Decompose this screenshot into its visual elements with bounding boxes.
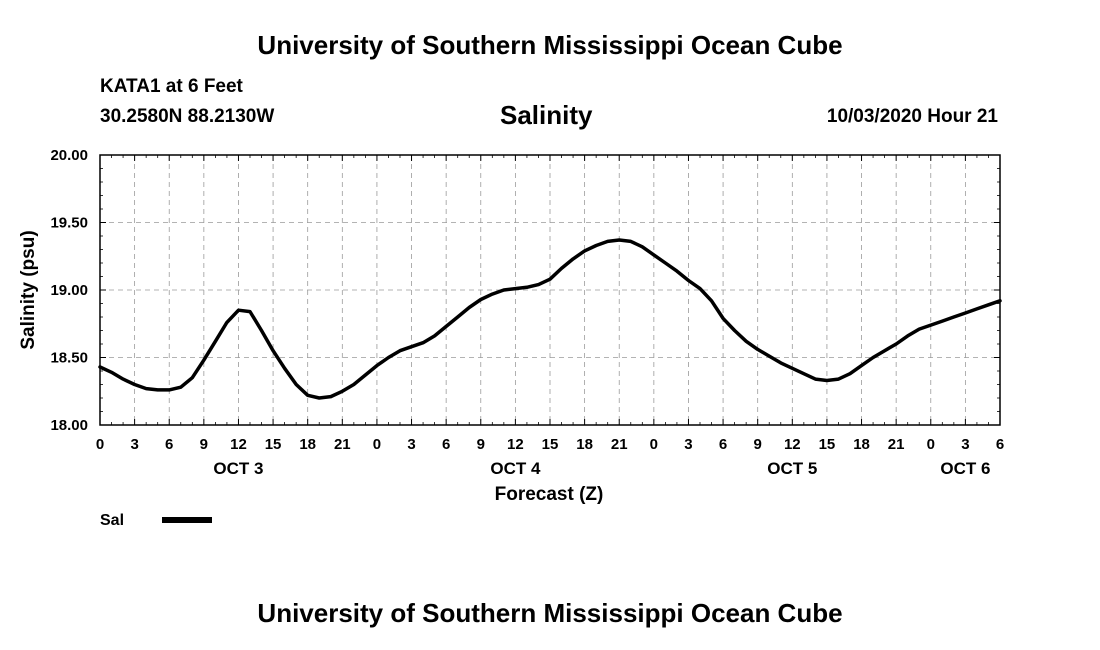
x-tick-label: 21	[611, 436, 628, 453]
x-tick-label: 3	[407, 436, 415, 453]
y-axis-label: Salinity (psu)	[18, 230, 39, 349]
x-tick-label: 0	[927, 436, 935, 453]
x-tick-label: 21	[334, 436, 351, 453]
x-tick-label: 0	[96, 436, 104, 453]
x-tick-label: 18	[576, 436, 593, 453]
datetime-label: 10/03/2020 Hour 21	[826, 106, 998, 127]
x-tick-label: 0	[650, 436, 658, 453]
date-label: OCT 6	[940, 459, 990, 478]
x-tick-label: 12	[784, 436, 801, 453]
coordinates-label: 30.2580N 88.2130W	[100, 106, 275, 127]
x-tick-label: 15	[819, 436, 836, 453]
y-tick-label: 18.50	[50, 350, 88, 367]
x-tick-label: 0	[373, 436, 381, 453]
page-title-bottom: University of Southern Mississippi Ocean…	[257, 598, 843, 628]
y-tick-label: 19.50	[50, 215, 88, 232]
y-tick-label: 20.00	[50, 147, 88, 164]
x-tick-label: 15	[265, 436, 282, 453]
station-label: KATA1 at 6 Feet	[100, 76, 243, 97]
y-tick-label: 19.00	[50, 282, 88, 299]
x-tick-label: 6	[996, 436, 1004, 453]
x-tick-label: 18	[299, 436, 316, 453]
y-tick-label: 18.00	[50, 417, 88, 434]
x-tick-label: 9	[754, 436, 762, 453]
grid	[100, 155, 1000, 425]
x-tick-label: 9	[477, 436, 485, 453]
x-tick-label: 3	[684, 436, 692, 453]
x-tick-label: 21	[888, 436, 905, 453]
x-tick-label: 15	[542, 436, 559, 453]
date-label: OCT 5	[767, 459, 817, 478]
chart-title: Salinity	[500, 100, 593, 130]
axes: 0 3 6 9 12 15 18 21 0 3 6 9 12 15 18 21 0 3 6 9 12 15 18 21 0 3 6 1…	[50, 147, 1004, 478]
date-label: OCT 3	[213, 459, 263, 478]
date-label: OCT 4	[490, 459, 541, 478]
x-tick-label: 6	[165, 436, 173, 453]
page-title-top: University of Southern Mississippi Ocean…	[257, 30, 843, 60]
x-tick-label: 3	[130, 436, 138, 453]
x-tick-label: 9	[200, 436, 208, 453]
legend-label: Sal	[100, 512, 124, 529]
x-tick-label: 18	[853, 436, 870, 453]
x-axis-label: Forecast (Z)	[495, 484, 604, 505]
x-tick-label: 6	[442, 436, 450, 453]
x-tick-label: 6	[719, 436, 727, 453]
x-tick-label: 12	[507, 436, 524, 453]
series-layer	[98, 238, 1002, 400]
x-tick-label: 3	[961, 436, 969, 453]
legend: Sal	[100, 512, 212, 529]
x-tick-label: 12	[230, 436, 247, 453]
